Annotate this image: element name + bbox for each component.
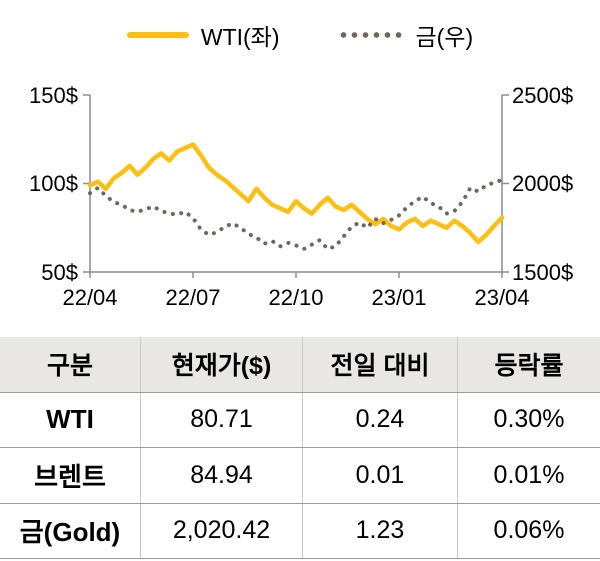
right-axis-tick-2500: 2500$ bbox=[512, 83, 573, 108]
legend-label-wti: WTI(좌) bbox=[200, 24, 280, 50]
right-axis-tick-1500: 1500$ bbox=[512, 260, 573, 285]
x-label-2304: 23/04 bbox=[474, 285, 529, 310]
x-label-2210: 22/10 bbox=[268, 285, 323, 310]
legend-label-gold: 금(우) bbox=[415, 24, 474, 50]
row-change: 1.23 bbox=[302, 503, 457, 558]
row-rate: 0.01% bbox=[457, 448, 600, 503]
left-axis-tick-50: 50$ bbox=[41, 260, 78, 285]
row-rate: 0.06% bbox=[457, 503, 600, 558]
row-name: 금(Gold) bbox=[19, 517, 121, 548]
table-header-change: 전일 대비 bbox=[302, 337, 457, 392]
table-row-brent: 브렌트 84.94 0.01 0.01% bbox=[0, 448, 600, 504]
table-header-category: 구분 bbox=[46, 352, 93, 381]
legend-item-wti: WTI(좌) bbox=[126, 18, 280, 52]
x-label-2301: 23/01 bbox=[371, 285, 426, 310]
left-axis-tick-150: 150$ bbox=[29, 83, 78, 108]
table-header-price: 현재가($) bbox=[140, 337, 302, 392]
legend-item-gold: 금(우) bbox=[337, 18, 474, 52]
chart-series bbox=[87, 142, 505, 251]
row-name: WTI bbox=[46, 404, 94, 435]
row-price: 80.71 bbox=[140, 392, 302, 447]
axis-ticks bbox=[83, 94, 509, 278]
gold-dotted-swatch bbox=[337, 31, 404, 39]
table-row-wti: WTI 80.71 0.24 0.30% bbox=[0, 392, 600, 448]
row-price: 2,020.42 bbox=[140, 503, 302, 558]
right-axis-tick-2000: 2000$ bbox=[512, 171, 573, 196]
left-axis-tick-100: 100$ bbox=[29, 171, 78, 196]
price-table: 구분 현재가($) 전일 대비 등락률 WTI 80.71 0.24 0.30%… bbox=[0, 337, 600, 559]
table-header-rate: 등락률 bbox=[457, 337, 600, 392]
x-label-2207: 22/07 bbox=[165, 285, 220, 310]
row-change: 0.24 bbox=[302, 392, 457, 447]
wti-line-swatch bbox=[126, 32, 189, 38]
row-price: 84.94 bbox=[140, 448, 302, 503]
row-change: 0.01 bbox=[302, 448, 457, 503]
table-row-gold: 금(Gold) 2,020.42 1.23 0.06% bbox=[0, 503, 600, 559]
table-header-row: 구분 현재가($) 전일 대비 등락률 bbox=[0, 337, 600, 393]
row-name: 브렌트 bbox=[34, 461, 106, 492]
price-chart: 150$ 100$ 50$ 2500$ 2000$ 1500$ 22/04 22… bbox=[0, 70, 600, 315]
x-label-2204: 22/04 bbox=[62, 285, 117, 310]
price-chart-svg: 150$ 100$ 50$ 2500$ 2000$ 1500$ 22/04 22… bbox=[29, 83, 573, 310]
chart-legend: WTI(좌) 금(우) bbox=[0, 0, 600, 70]
row-rate: 0.30% bbox=[457, 392, 600, 447]
